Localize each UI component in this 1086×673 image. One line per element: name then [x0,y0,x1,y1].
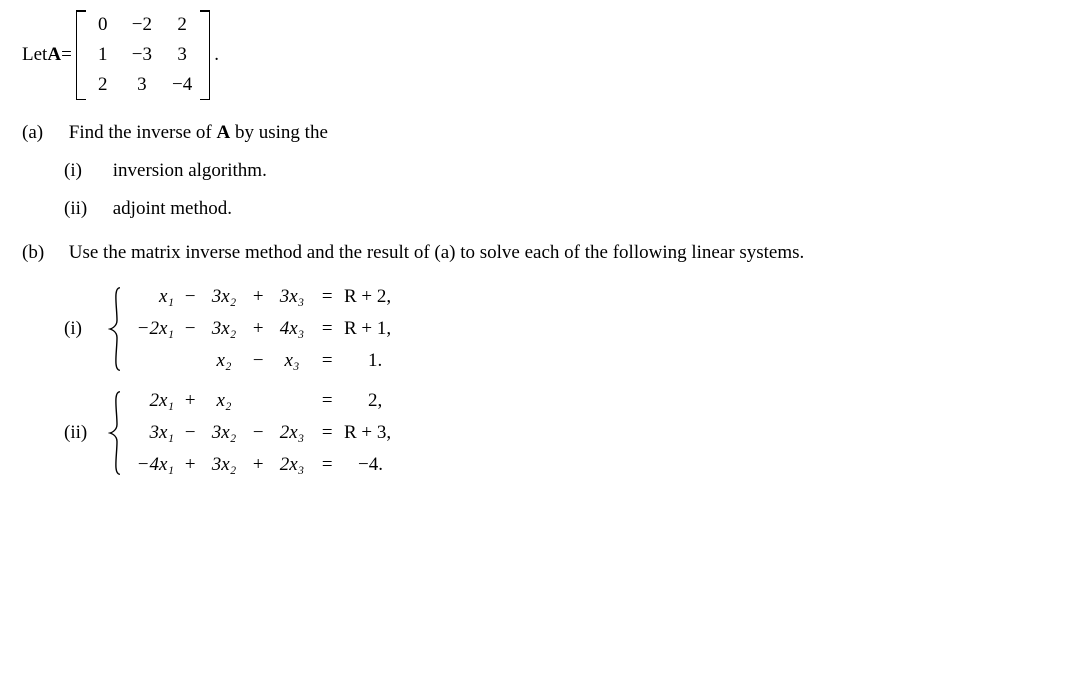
matrix-right-bracket-icon [200,10,210,100]
page: Let A = 0 −2 2 1 −3 3 2 3 −4 . (a) Find … [0,0,1086,673]
part-a-text-before: Find the inverse of [69,122,217,143]
part-a-text-after: by using the [235,122,328,143]
eq-eq: = [318,286,336,308]
matrix-cell: 2 [172,14,192,36]
let-text: Let [22,44,47,66]
system-b-ii: (ii) 2x₁ + x₂ = 2, 3x₁ − 3x₂ − 2x₃ = R +… [22,390,1064,476]
eq-op: + [182,390,198,412]
eq-cell: 2x₃ [274,422,310,444]
eq-rhs: −4. [344,454,402,476]
eq-rhs: 2, [344,390,402,412]
system-b-ii-grid: 2x₁ + x₂ = 2, 3x₁ − 3x₂ − 2x₃ = R + 3, −… [128,390,402,476]
matrix-cell: −3 [132,44,152,66]
eq-op: + [182,454,198,476]
matrix-cell: 3 [172,44,192,66]
eq-cell: x₂ [206,390,242,412]
eq-cell: 3x₂ [206,286,242,308]
eq-cell: x₂ [206,350,242,372]
eq-rhs: R + 1, [344,318,402,340]
part-a: (a) Find the inverse of A by using the [22,122,1064,144]
part-a-sub-ii: (ii) adjoint method. [22,198,1064,220]
eq-eq: = [318,454,336,476]
eq-eq: = [318,422,336,444]
part-a-symbol: A [217,122,231,143]
part-b: (b) Use the matrix inverse method and th… [22,242,1064,264]
matrix-left-bracket-icon [76,10,86,100]
eq-op: + [250,454,266,476]
eq-eq: = [318,318,336,340]
eq-cell: x₁ [128,286,174,308]
eq-cell: 3x₂ [206,422,242,444]
system-b-ii-label: (ii) [64,422,108,444]
eq-cell: 4x₃ [274,318,310,340]
eq-cell: 2x₃ [274,454,310,476]
eq-rhs: R + 3, [344,422,402,444]
matrix-symbol-a: A [47,44,61,66]
period: . [214,44,219,66]
eq-op: + [250,286,266,308]
eq-cell: −2x₁ [128,318,174,340]
eq-op: + [250,318,266,340]
part-b-label: (b) [22,242,64,264]
eq-op: − [182,422,198,444]
left-brace-icon [108,286,122,372]
left-brace-icon [108,390,122,476]
part-a-sub-i: (i) inversion algorithm. [22,160,1064,182]
eq-op: − [182,318,198,340]
eq-cell: −4x₁ [128,454,174,476]
matrix-cell: −4 [172,74,192,96]
equals-text: = [61,44,72,66]
part-a-sub-i-text: inversion algorithm. [113,160,267,181]
system-b-i-grid: x₁ − 3x₂ + 3x₃ = R + 2, −2x₁ − 3x₂ + 4x₃… [128,286,402,372]
eq-cell: x₃ [274,350,310,372]
system-b-i-label: (i) [64,318,108,340]
eq-eq: = [318,350,336,372]
eq-cell: 3x₂ [206,318,242,340]
matrix-cell: −2 [132,14,152,36]
eq-cell: 3x₃ [274,286,310,308]
eq-eq: = [318,390,336,412]
eq-op: − [250,422,266,444]
part-a-sub-ii-text: adjoint method. [113,198,232,219]
eq-op: − [182,286,198,308]
eq-cell: 2x₁ [128,390,174,412]
matrix-a: 0 −2 2 1 −3 3 2 3 −4 [76,10,210,100]
matrix-cell: 3 [132,74,152,96]
let-a-equals-matrix: Let A = 0 −2 2 1 −3 3 2 3 −4 . [22,10,1064,100]
eq-rhs: R + 2, [344,286,402,308]
part-a-sub-ii-label: (ii) [64,198,108,220]
matrix-cell: 1 [94,44,112,66]
eq-op: − [250,350,266,372]
system-b-i: (i) x₁ − 3x₂ + 3x₃ = R + 2, −2x₁ − 3x₂ +… [22,286,1064,372]
part-a-label: (a) [22,122,64,144]
matrix-cell: 0 [94,14,112,36]
matrix-cell: 2 [94,74,112,96]
eq-rhs: 1. [344,350,402,372]
eq-cell: 3x₁ [128,422,174,444]
part-b-text: Use the matrix inverse method and the re… [69,242,805,263]
eq-cell: 3x₂ [206,454,242,476]
part-a-sub-i-label: (i) [64,160,108,182]
matrix-a-grid: 0 −2 2 1 −3 3 2 3 −4 [86,10,200,100]
